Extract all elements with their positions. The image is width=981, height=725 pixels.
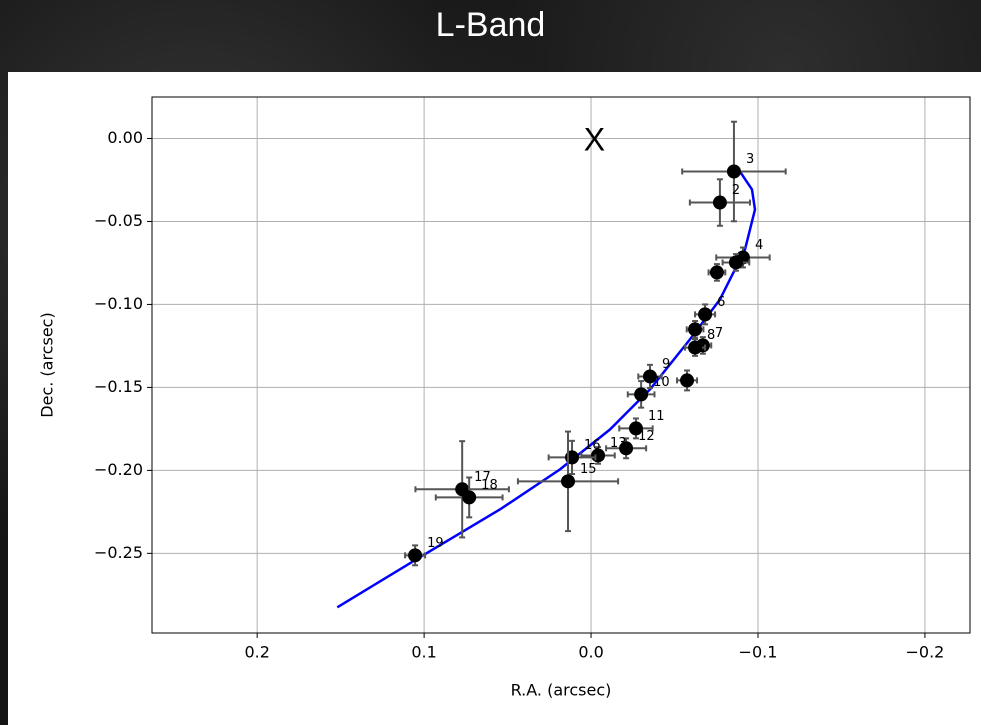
- x-tick-label: −0.2: [905, 643, 944, 662]
- data-point: [709, 265, 724, 280]
- data-point: [728, 255, 743, 270]
- y-tick-label: −0.15: [94, 377, 143, 396]
- chart-panel: [8, 72, 981, 725]
- point-label: 4: [755, 238, 763, 253]
- x-axis-label: R.A. (arcsec): [511, 681, 612, 700]
- data-point: [628, 421, 643, 436]
- data-point: [680, 373, 695, 388]
- point-label: 7: [715, 326, 723, 341]
- fit-curve: [336, 170, 757, 609]
- annotation: X: [584, 121, 605, 157]
- point-label: 15: [580, 462, 597, 477]
- point-label: 6: [717, 295, 725, 310]
- point-label: 9: [662, 357, 670, 372]
- y-axis-label: Dec. (arcsec): [38, 312, 57, 417]
- data-point: [712, 195, 727, 210]
- data-point: [642, 369, 657, 384]
- data-point: [462, 490, 477, 505]
- y-tick-label: 0.00: [107, 128, 143, 147]
- y-tick-label: −0.25: [94, 543, 143, 562]
- y-tick-label: −0.10: [94, 294, 143, 313]
- point-label: 12: [638, 429, 655, 444]
- point-label: 8: [707, 328, 715, 343]
- data-point: [688, 340, 703, 355]
- data-point: [561, 474, 576, 489]
- point-label: 17: [474, 470, 491, 485]
- y-tick-label: −0.05: [94, 211, 143, 230]
- point-label: 19: [427, 536, 444, 551]
- data-point: [408, 548, 423, 563]
- point-label: 3: [746, 152, 754, 167]
- data-point: [634, 387, 649, 402]
- data-point: [726, 164, 741, 179]
- x-tick-label: 0.0: [578, 643, 603, 662]
- point-label: 2: [732, 183, 740, 198]
- point-label: 16: [584, 438, 601, 453]
- slide-title: L-Band: [435, 6, 546, 44]
- data-point: [698, 307, 713, 322]
- x-tick-label: −0.1: [739, 643, 778, 662]
- point-label: 18: [481, 478, 498, 493]
- plot-frame: [151, 96, 971, 634]
- point-label: 13: [610, 436, 627, 451]
- x-tick-label: 0.1: [411, 643, 436, 662]
- x-tick-label: 0.2: [244, 643, 269, 662]
- y-tick-label: −0.20: [94, 460, 143, 479]
- data-point: [688, 322, 703, 337]
- point-label: 11: [648, 409, 665, 424]
- data-point: [619, 441, 634, 456]
- point-label: 10: [653, 375, 670, 390]
